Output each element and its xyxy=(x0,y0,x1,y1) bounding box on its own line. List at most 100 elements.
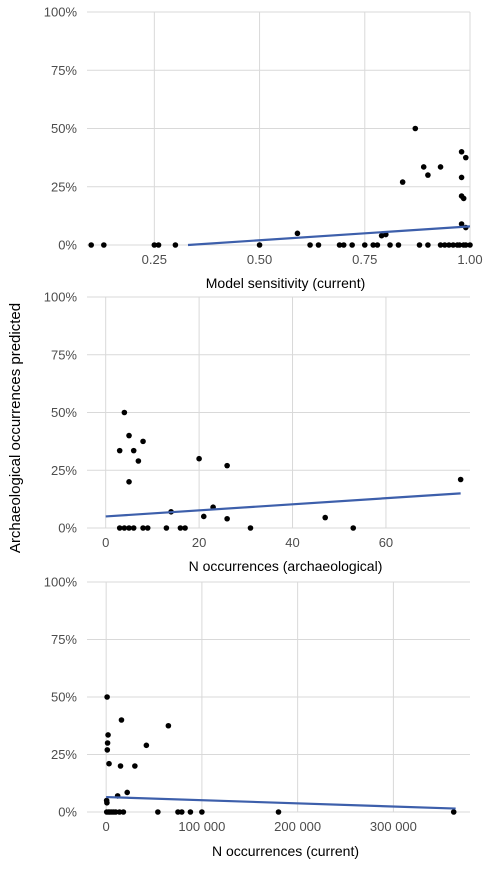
data-point xyxy=(395,242,402,248)
data-point xyxy=(104,747,111,753)
data-point xyxy=(196,455,202,462)
data-point xyxy=(361,242,368,248)
data-point xyxy=(177,525,184,531)
data-point xyxy=(175,809,181,815)
data-point xyxy=(224,462,230,469)
x-tick-label: 40 xyxy=(285,535,299,550)
y-tick-label: 100% xyxy=(44,290,78,305)
data-point xyxy=(144,525,151,531)
y-tick-label: 50% xyxy=(51,121,77,136)
data-point xyxy=(140,438,146,445)
data-point xyxy=(450,809,457,815)
y-tick-label: 0% xyxy=(58,805,77,820)
x-tick-label: 200 000 xyxy=(274,819,321,834)
x-tick-label: 0.50 xyxy=(247,252,272,267)
data-point xyxy=(126,479,132,485)
data-point xyxy=(101,242,107,248)
y-tick-label: 0% xyxy=(58,238,77,253)
data-point xyxy=(112,809,119,815)
data-point xyxy=(165,722,172,729)
y-tick-label: 0% xyxy=(58,521,77,536)
data-point xyxy=(437,242,444,248)
data-point xyxy=(182,525,188,531)
data-point xyxy=(116,525,123,531)
data-point xyxy=(116,447,123,454)
data-point xyxy=(425,242,431,248)
data-point xyxy=(104,694,110,700)
data-point xyxy=(130,447,137,454)
data-point xyxy=(458,174,465,181)
x-axis-label: Model sensitivity (current) xyxy=(206,275,366,291)
data-point xyxy=(187,809,194,815)
data-point xyxy=(420,164,427,170)
y-tick-label: 25% xyxy=(51,747,77,762)
data-point xyxy=(132,763,138,769)
data-point xyxy=(315,242,322,248)
x-tick-label: 300 000 xyxy=(370,819,417,834)
data-point xyxy=(467,242,473,248)
data-point xyxy=(143,742,150,749)
x-tick-label: 1.00 xyxy=(457,252,482,267)
data-point xyxy=(441,242,448,248)
data-point xyxy=(349,242,355,248)
trend-line xyxy=(105,492,461,518)
y-tick-label: 50% xyxy=(51,690,77,705)
data-point xyxy=(275,809,282,815)
y-tick-label: 75% xyxy=(51,63,77,78)
data-point xyxy=(155,809,161,815)
data-point xyxy=(460,195,467,202)
data-point xyxy=(370,242,376,248)
data-point xyxy=(140,525,146,531)
panel-1: 0% 25% 50% 75% 100% 0.25 0.50 0.75 1.00 Model sen… xyxy=(44,5,483,292)
data-point xyxy=(124,789,131,796)
data-point xyxy=(178,809,185,815)
x-axis-label: N occurrences (archaeological) xyxy=(189,558,383,574)
data-point xyxy=(126,525,132,531)
x-tick-label: 0.25 xyxy=(142,252,167,267)
data-point xyxy=(378,232,385,239)
data-point xyxy=(105,732,111,738)
data-point xyxy=(456,242,463,248)
panel-3: 0% 25% 50% 75% 100% 0 100 000 200 000 300 000 N o… xyxy=(44,575,470,859)
data-point xyxy=(120,809,127,815)
data-point xyxy=(322,514,329,521)
trend-line xyxy=(106,795,456,810)
trend-line xyxy=(187,225,471,247)
y-tick-label: 75% xyxy=(51,632,77,647)
data-point xyxy=(106,760,112,767)
data-point xyxy=(340,242,347,248)
data-point xyxy=(118,717,125,723)
data-point xyxy=(374,242,381,248)
data-point xyxy=(172,242,179,248)
data-point xyxy=(437,164,444,170)
x-tick-label: 100 000 xyxy=(178,819,225,834)
panels: 0% 25% 50% 75% 100% 0.25 0.50 0.75 1.00 Model sen… xyxy=(44,5,483,860)
panel-2: 0% 25% 50% 75% 100% 0 20 40 60 N occurrences (arc… xyxy=(44,290,470,574)
data-point xyxy=(457,476,464,483)
data-point xyxy=(117,763,124,769)
data-point xyxy=(256,242,263,248)
x-tick-label: 20 xyxy=(192,535,206,550)
data-point xyxy=(104,740,111,746)
y-tick-label: 25% xyxy=(51,179,77,194)
data-point xyxy=(88,242,95,248)
data-point xyxy=(462,242,469,248)
y-tick-label: 75% xyxy=(51,347,77,362)
data-point xyxy=(458,149,465,155)
data-point xyxy=(121,409,128,416)
data-point xyxy=(155,242,162,248)
data-point xyxy=(135,458,142,464)
data-point xyxy=(458,221,465,227)
data-point xyxy=(224,515,230,522)
data-point xyxy=(350,525,357,531)
data-point xyxy=(462,154,469,161)
x-tick-label: 0.75 xyxy=(352,252,377,267)
shared-y-axis-label: Archaeological occurrences predicted xyxy=(7,303,24,553)
data-point xyxy=(307,242,313,248)
y-tick-label: 100% xyxy=(44,575,78,590)
data-point xyxy=(425,172,431,178)
data-point xyxy=(450,242,456,248)
data-point xyxy=(116,809,123,815)
